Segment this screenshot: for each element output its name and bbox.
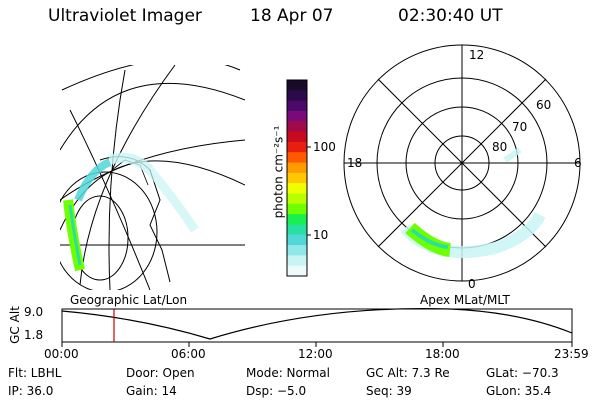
x-tick-label: 06:00 <box>171 347 206 361</box>
status-gain: Gain: 14 <box>126 384 177 398</box>
instrument-title: Ultraviolet Imager <box>48 6 202 26</box>
mlt-label-6: 6 <box>574 156 582 170</box>
status-door: Door: Open <box>126 366 195 380</box>
colorbar-segment <box>287 121 307 133</box>
altitude-axis-label: GC Alt <box>7 306 22 344</box>
status-glat: GLat: −70.3 <box>486 366 559 380</box>
colorbar-unit-label: photon cm⁻²s⁻¹ <box>271 125 286 219</box>
colorbar-tick-label-10: 10 <box>313 228 329 242</box>
altitude-curve <box>61 307 573 340</box>
status-gc-alt: GC Alt: 7.3 Re <box>366 366 450 380</box>
x-tick-label: 12:00 <box>298 347 333 361</box>
colorbar-tick-label-100: 100 <box>313 140 336 154</box>
colorbar-segment <box>287 100 307 112</box>
lat-label-80: 80 <box>492 140 508 154</box>
polar-caption: Apex MLat/MLT <box>420 293 510 307</box>
polar-aurora <box>400 147 546 259</box>
status-seq: Seq: 39 <box>366 384 412 398</box>
polar-axis-diagonal <box>377 78 547 248</box>
x-tick-label: 18:00 <box>425 347 460 361</box>
status-ip: IP: 36.0 <box>8 384 54 398</box>
map-lat-circle <box>61 65 241 91</box>
x-tick-label: 00:00 <box>44 347 79 361</box>
colorbar-segment <box>287 234 307 246</box>
altitude-y-tick-min: 1.8 <box>24 328 44 342</box>
colorbar-segment <box>287 193 307 205</box>
map-aurora <box>63 152 199 272</box>
colorbar-segment <box>287 255 307 267</box>
colorbar-segment <box>287 172 307 184</box>
status-mode: Mode: Normal <box>246 366 330 380</box>
mlt-label-18: 18 <box>347 156 363 170</box>
lat-label-70: 70 <box>512 120 528 134</box>
map-pole-circle <box>60 171 158 290</box>
colorbar-segment <box>287 110 307 122</box>
lat-label-60: 60 <box>536 98 552 112</box>
colorbar-segment <box>287 183 307 194</box>
colorbar-segment <box>287 265 307 277</box>
map-lon-line <box>69 109 151 290</box>
polar-plot <box>343 44 581 282</box>
altitude-y-tick-max: 9.0 <box>24 305 44 319</box>
colorbar-frame <box>286 79 308 277</box>
x-tick-label: 23:59 <box>554 347 589 361</box>
colorbar-segment <box>287 90 307 102</box>
map-lon-line <box>108 69 126 290</box>
colorbar-segment <box>287 152 307 164</box>
map-projection-label: Geographic Lat/Lon <box>70 293 188 307</box>
colorbar-segment <box>287 162 307 174</box>
map-lat-circle <box>60 82 245 151</box>
mlt-label-0: 0 <box>468 277 476 291</box>
map-lon-line <box>79 65 176 286</box>
status-glon: GLon: 35.4 <box>486 384 552 398</box>
colorbar <box>287 80 307 277</box>
colorbar-segment <box>287 224 307 236</box>
colorbar-segment <box>287 214 307 225</box>
altitude-frame <box>61 308 573 343</box>
colorbar-segment <box>287 203 307 215</box>
colorbar-segment <box>287 141 307 153</box>
status-dsp: Dsp: −5.0 <box>246 384 307 398</box>
altitude-panel <box>61 307 573 347</box>
mlt-label-12: 12 <box>469 48 485 62</box>
status-filter: Flt: LBHL <box>8 366 62 380</box>
colorbar-segment <box>287 245 307 256</box>
observation-time: 02:30:40 UT <box>398 6 503 26</box>
observation-date: 18 Apr 07 <box>250 6 334 26</box>
colorbar-segment <box>287 131 307 143</box>
colorbar-segment <box>287 80 307 91</box>
